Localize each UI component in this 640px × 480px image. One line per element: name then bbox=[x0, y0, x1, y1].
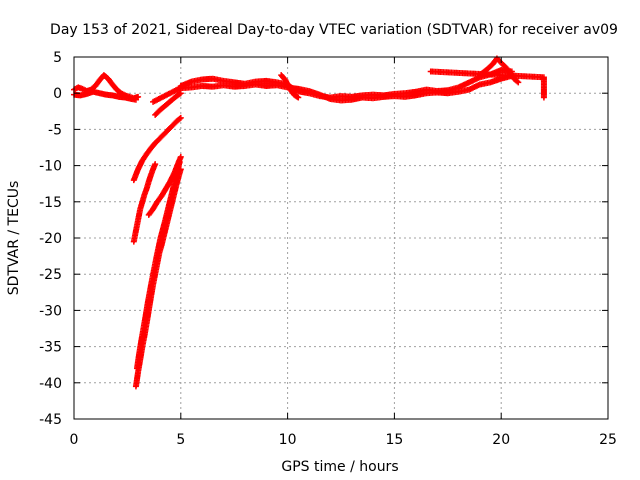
data-point bbox=[176, 115, 183, 122]
x-tick-label: 0 bbox=[70, 432, 79, 448]
y-tick-label: 0 bbox=[53, 86, 62, 102]
data-point bbox=[132, 96, 139, 103]
y-tick-label: -10 bbox=[39, 159, 62, 175]
data-point bbox=[177, 153, 184, 160]
y-tick-label: -35 bbox=[39, 340, 62, 356]
series-arc-drop-2 bbox=[130, 161, 159, 245]
y-tick-label: 5 bbox=[53, 50, 62, 66]
y-tick-label: -45 bbox=[39, 412, 62, 428]
data-point bbox=[540, 94, 547, 101]
y-tick-label: -30 bbox=[39, 303, 62, 319]
y-tick-label: -25 bbox=[39, 267, 62, 283]
series-arcs-day-low bbox=[177, 72, 515, 104]
data-point bbox=[152, 161, 159, 168]
y-axis-label: SDTVAR / TECUs bbox=[6, 181, 22, 296]
data-point bbox=[514, 78, 521, 85]
data-point bbox=[177, 90, 184, 97]
data-point bbox=[177, 114, 184, 121]
chart-title: Day 153 of 2021, Sidereal Day-to-day VTE… bbox=[50, 22, 618, 38]
data-point bbox=[295, 94, 302, 101]
series-arc-low bbox=[71, 88, 139, 103]
axis-ticks: 0 5 10 15 20 25 5 0 -5 -10 -15 -20 -25 -30 -35 -40 -45 bbox=[39, 50, 617, 448]
x-tick-label: 25 bbox=[599, 432, 617, 448]
series-arc-drop-1 bbox=[130, 114, 184, 184]
data-points bbox=[71, 55, 547, 390]
data-point bbox=[515, 79, 522, 86]
series-arc-spike bbox=[278, 72, 302, 101]
grid-lines bbox=[74, 57, 608, 419]
y-tick-label: -20 bbox=[39, 231, 62, 247]
y-tick-label: -15 bbox=[39, 195, 62, 211]
x-tick-label: 20 bbox=[492, 432, 510, 448]
x-tick-label: 15 bbox=[385, 432, 403, 448]
data-point bbox=[176, 158, 183, 165]
x-tick-label: 10 bbox=[279, 432, 297, 448]
series-arc-drop-deep-2 bbox=[134, 158, 183, 372]
series-arc-recovery-2 bbox=[152, 90, 184, 118]
series-arc-recovery-1 bbox=[150, 84, 184, 105]
y-tick-label: -40 bbox=[39, 376, 62, 392]
x-axis-label: GPS time / hours bbox=[281, 459, 398, 475]
series-isolated bbox=[427, 68, 547, 101]
x-tick-label: 5 bbox=[176, 432, 185, 448]
y-tick-label: -5 bbox=[48, 122, 62, 138]
